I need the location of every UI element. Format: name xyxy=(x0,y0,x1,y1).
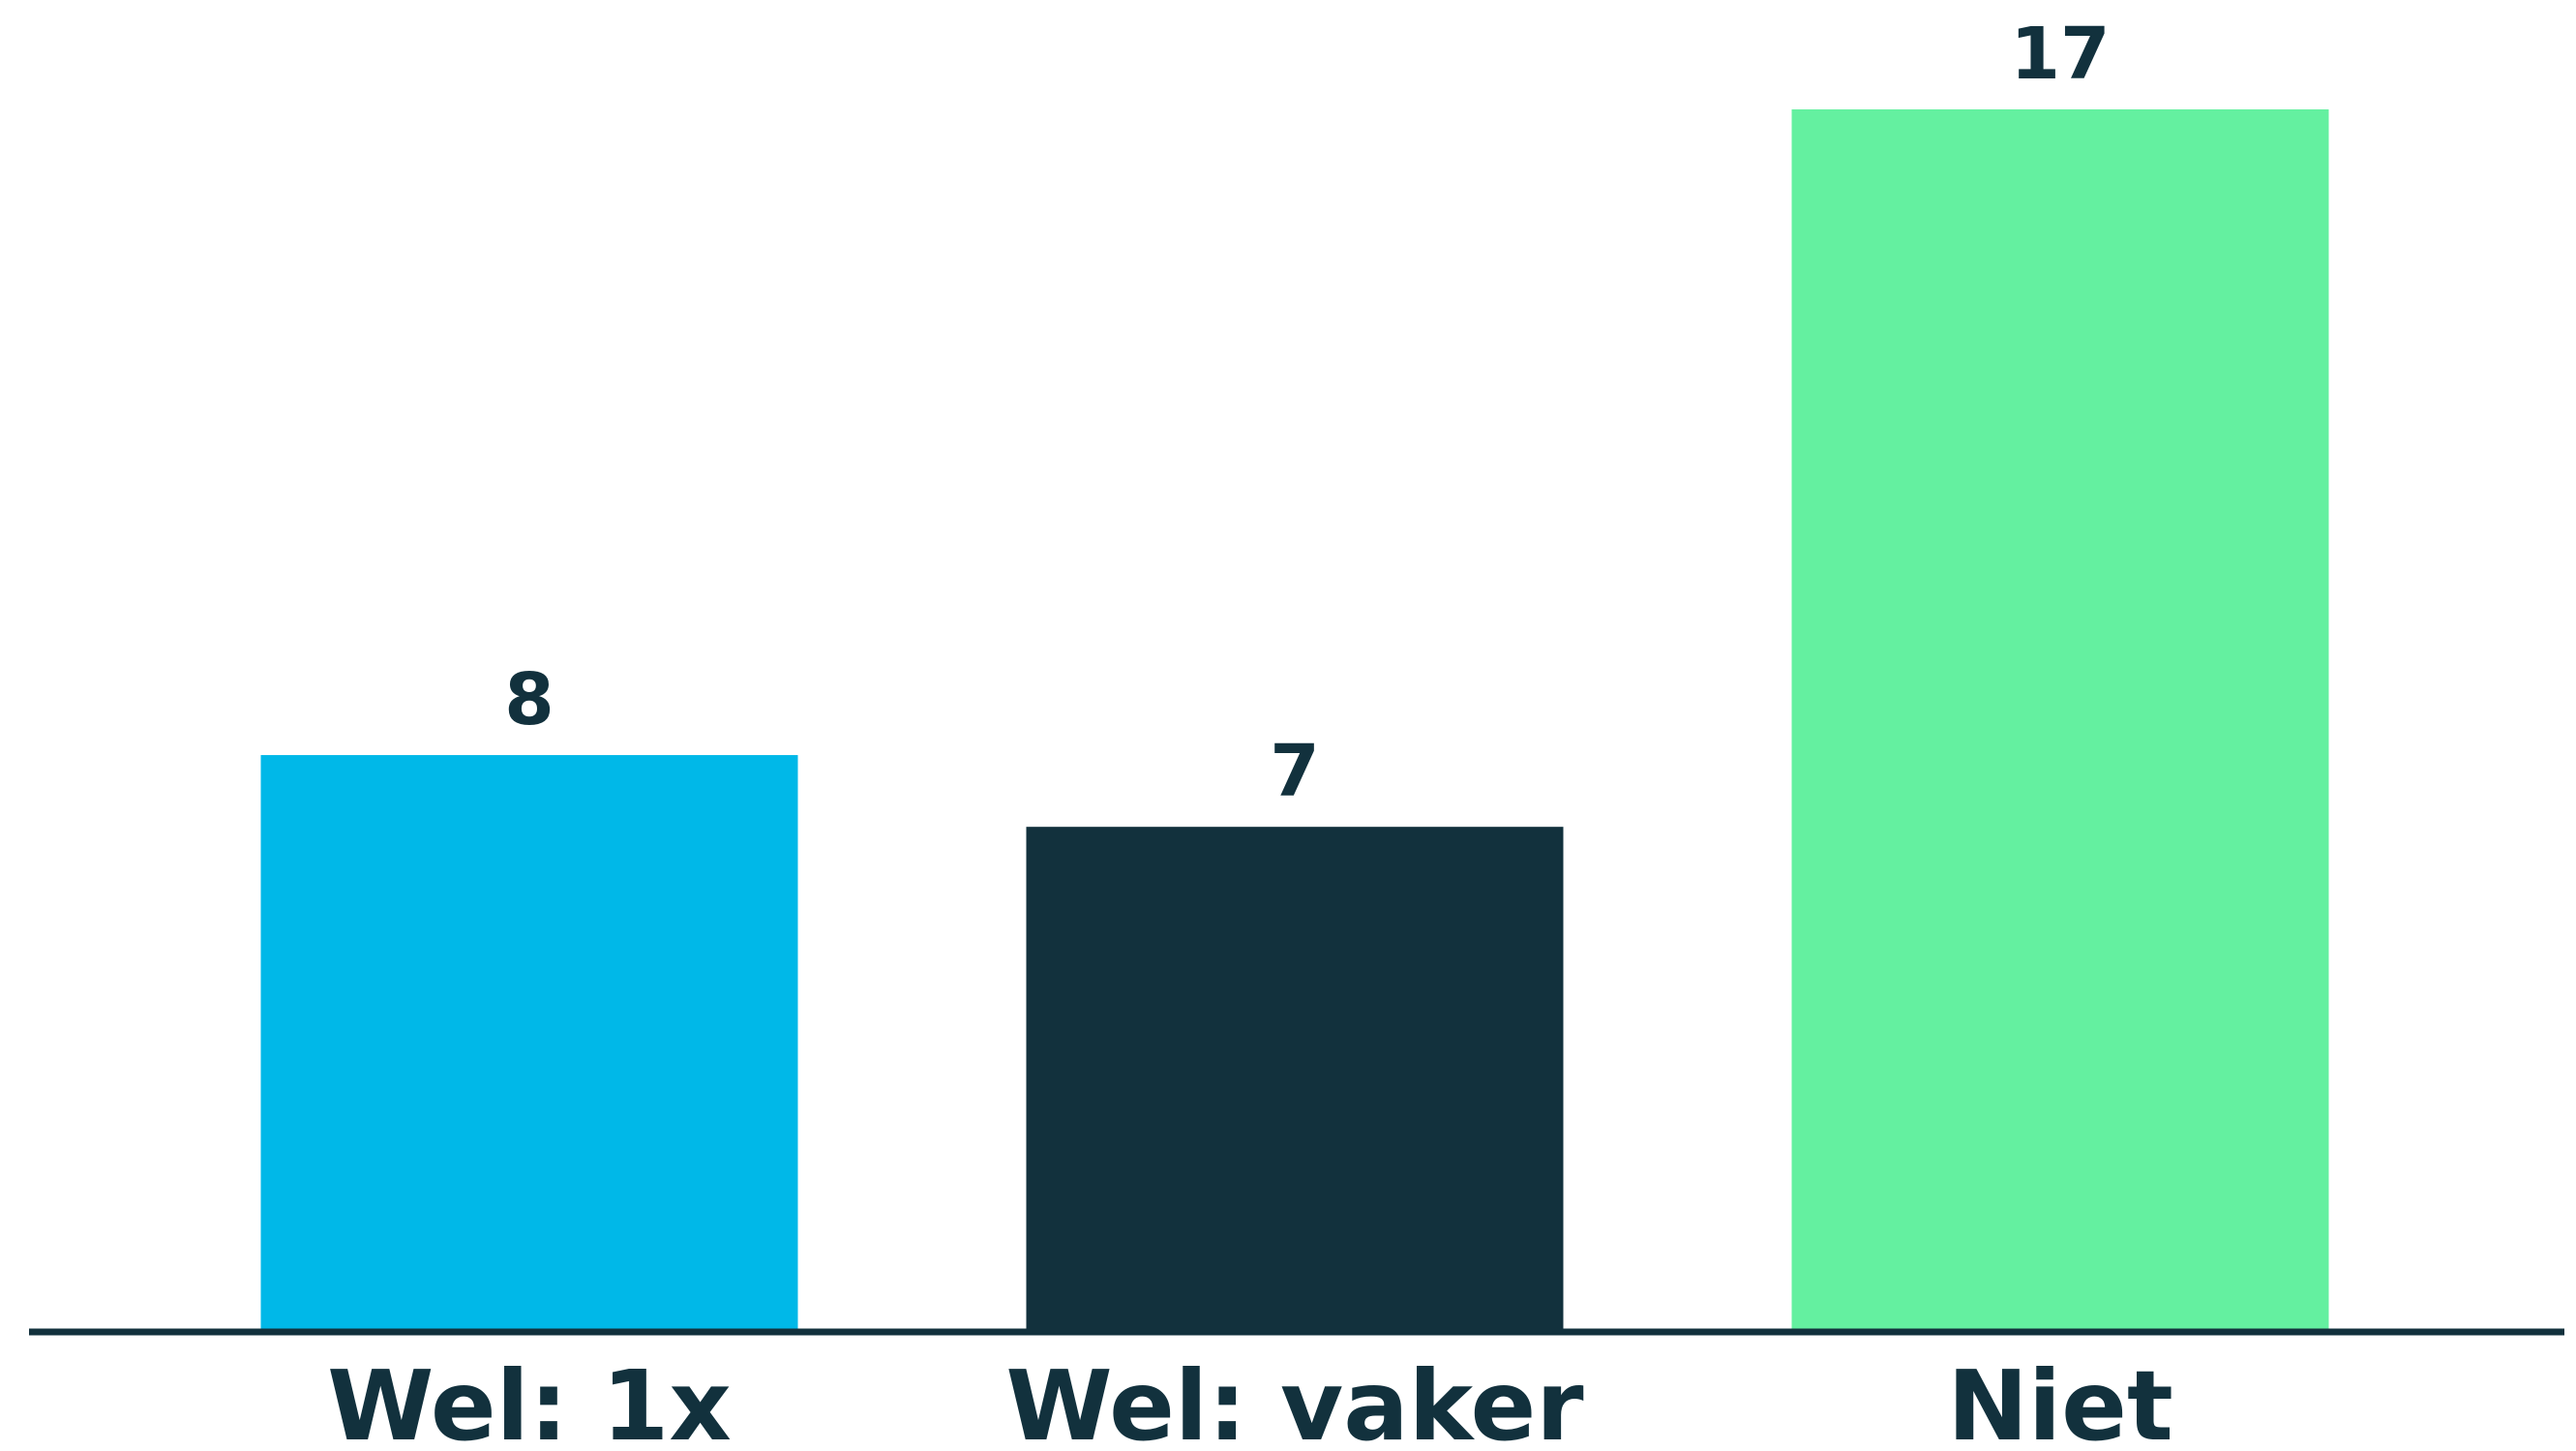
data-label: 17 xyxy=(2011,13,2111,96)
x-tick-label: Wel: vaker xyxy=(1005,1349,1584,1451)
x-tick-label: Wel: 1x xyxy=(327,1349,732,1451)
x-tick-labels-group: Wel: 1x Wel: vaker Niet xyxy=(327,1349,2173,1451)
bars-group xyxy=(260,109,2329,1329)
bar xyxy=(1026,827,1564,1329)
value-labels-group: 8 7 17 xyxy=(504,13,2110,813)
data-label: 7 xyxy=(1270,730,1320,813)
x-tick-label: Niet xyxy=(1947,1349,2173,1451)
bar xyxy=(260,755,798,1329)
data-label: 8 xyxy=(504,658,554,741)
bar xyxy=(1791,109,2329,1329)
